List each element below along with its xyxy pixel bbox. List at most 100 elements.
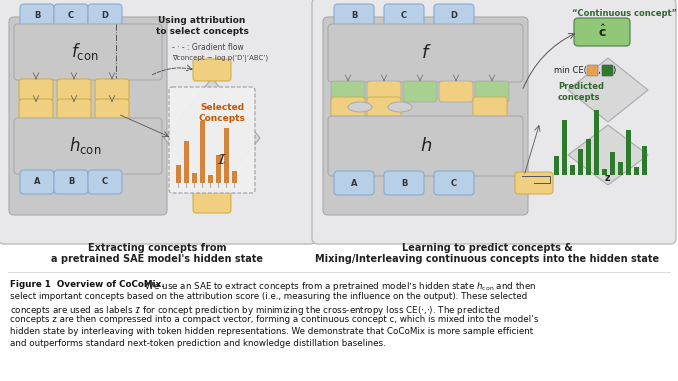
FancyBboxPatch shape [473, 97, 507, 118]
Text: “Continuous concept”: “Continuous concept” [572, 10, 677, 19]
FancyBboxPatch shape [54, 4, 88, 28]
Bar [618, 162, 623, 175]
Text: ): ) [612, 66, 616, 75]
FancyBboxPatch shape [14, 24, 162, 80]
Text: $\mathcal{I}$: $\mathcal{I}$ [216, 152, 228, 168]
Bar [176, 165, 181, 183]
FancyBboxPatch shape [88, 170, 122, 194]
FancyBboxPatch shape [88, 4, 122, 28]
FancyBboxPatch shape [57, 99, 91, 121]
Bar [602, 168, 607, 175]
Bar [554, 155, 559, 175]
Polygon shape [164, 78, 260, 198]
FancyBboxPatch shape [95, 99, 129, 121]
FancyBboxPatch shape [193, 191, 231, 213]
Text: concepts are used as labels $\mathcal{I}$ for concept prediction by minimizing t: concepts are used as labels $\mathcal{I}… [10, 304, 500, 317]
Bar [634, 167, 639, 175]
FancyBboxPatch shape [19, 79, 53, 101]
Text: ∇concept − log p(‘D’|‘ABC’): ∇concept − log p(‘D’|‘ABC’) [172, 54, 268, 61]
Bar [570, 165, 575, 175]
FancyBboxPatch shape [20, 170, 54, 194]
Bar [578, 149, 583, 175]
FancyBboxPatch shape [14, 118, 162, 174]
Bar [594, 110, 599, 175]
Text: B: B [351, 11, 357, 21]
Text: Learning to predict concepts &: Learning to predict concepts & [401, 243, 572, 253]
Text: $f$: $f$ [420, 44, 431, 62]
Text: C: C [401, 11, 407, 21]
Bar [184, 141, 189, 183]
Bar [610, 152, 615, 175]
Bar [224, 128, 229, 183]
Bar [562, 120, 567, 175]
FancyBboxPatch shape [384, 171, 424, 195]
Text: D: D [450, 11, 458, 21]
Text: C: C [102, 178, 108, 187]
Text: Extracting concepts from: Extracting concepts from [87, 243, 226, 253]
Bar [216, 155, 221, 183]
Bar [586, 139, 591, 175]
FancyBboxPatch shape [367, 97, 401, 118]
Bar [192, 173, 197, 183]
Text: $f_{\mathrm{con}}$: $f_{\mathrm{con}}$ [71, 42, 99, 62]
Text: A: A [351, 179, 357, 187]
Text: Selected
Concepts: Selected Concepts [199, 103, 245, 123]
Text: B: B [401, 179, 407, 187]
Text: A: A [34, 178, 40, 187]
Text: ,: , [598, 66, 600, 75]
FancyBboxPatch shape [57, 79, 91, 101]
Bar [208, 175, 213, 183]
Text: Mixing/Interleaving continuous concepts into the hidden state: Mixing/Interleaving continuous concepts … [315, 254, 659, 264]
Text: a pretrained SAE model's hidden state: a pretrained SAE model's hidden state [51, 254, 263, 264]
Text: - · - : Gradient flow: - · - : Gradient flow [172, 43, 244, 53]
Text: $\hat{\mathbf{c}}$: $\hat{\mathbf{c}}$ [597, 24, 606, 40]
Text: D: D [102, 11, 108, 21]
Text: min CE(: min CE( [554, 66, 587, 75]
FancyBboxPatch shape [434, 171, 474, 195]
FancyBboxPatch shape [403, 81, 437, 102]
Text: C: C [68, 11, 74, 21]
Text: Using attribution
to select concepts: Using attribution to select concepts [155, 16, 248, 36]
Text: Predicted
concepts: Predicted concepts [558, 82, 604, 102]
FancyBboxPatch shape [312, 0, 676, 244]
Text: Figure 1  Overview of CoCoMix.: Figure 1 Overview of CoCoMix. [10, 280, 165, 289]
FancyBboxPatch shape [602, 65, 613, 76]
Ellipse shape [388, 102, 412, 112]
FancyBboxPatch shape [334, 171, 374, 195]
FancyBboxPatch shape [20, 4, 54, 28]
FancyBboxPatch shape [587, 65, 598, 76]
Bar [642, 146, 647, 175]
Ellipse shape [348, 102, 372, 112]
FancyBboxPatch shape [331, 81, 365, 102]
Text: $h_{\mathrm{con}}$: $h_{\mathrm{con}}$ [68, 136, 101, 157]
Polygon shape [568, 58, 648, 122]
Text: $\mathbf{z}$: $\mathbf{z}$ [605, 173, 612, 183]
FancyBboxPatch shape [334, 4, 374, 28]
Text: hidden state by interleaving with token hidden representations. We demonstrate t: hidden state by interleaving with token … [10, 327, 533, 336]
Bar [200, 121, 205, 183]
Text: C: C [451, 179, 457, 187]
FancyBboxPatch shape [331, 97, 365, 118]
FancyBboxPatch shape [475, 81, 509, 102]
FancyBboxPatch shape [19, 99, 53, 121]
Text: select important concepts based on the attribution score (i.e., measuring the in: select important concepts based on the a… [10, 292, 527, 301]
FancyBboxPatch shape [328, 24, 523, 82]
FancyBboxPatch shape [434, 4, 474, 28]
Text: and outperforms standard next-token prediction and knowledge distillation baseli: and outperforms standard next-token pred… [10, 339, 386, 348]
FancyBboxPatch shape [95, 79, 129, 101]
Text: $h$: $h$ [420, 137, 432, 155]
FancyBboxPatch shape [439, 81, 473, 102]
FancyBboxPatch shape [0, 0, 316, 244]
Text: B: B [68, 178, 74, 187]
Text: concepts z are then compressed into a compact vector, forming a continuous conce: concepts z are then compressed into a co… [10, 315, 538, 324]
FancyBboxPatch shape [54, 170, 88, 194]
FancyBboxPatch shape [328, 116, 523, 176]
FancyBboxPatch shape [9, 17, 167, 215]
FancyBboxPatch shape [367, 81, 401, 102]
Polygon shape [568, 125, 648, 185]
FancyBboxPatch shape [515, 172, 553, 194]
FancyBboxPatch shape [169, 87, 255, 193]
FancyBboxPatch shape [193, 59, 231, 81]
FancyBboxPatch shape [574, 18, 630, 46]
Bar [626, 130, 631, 175]
